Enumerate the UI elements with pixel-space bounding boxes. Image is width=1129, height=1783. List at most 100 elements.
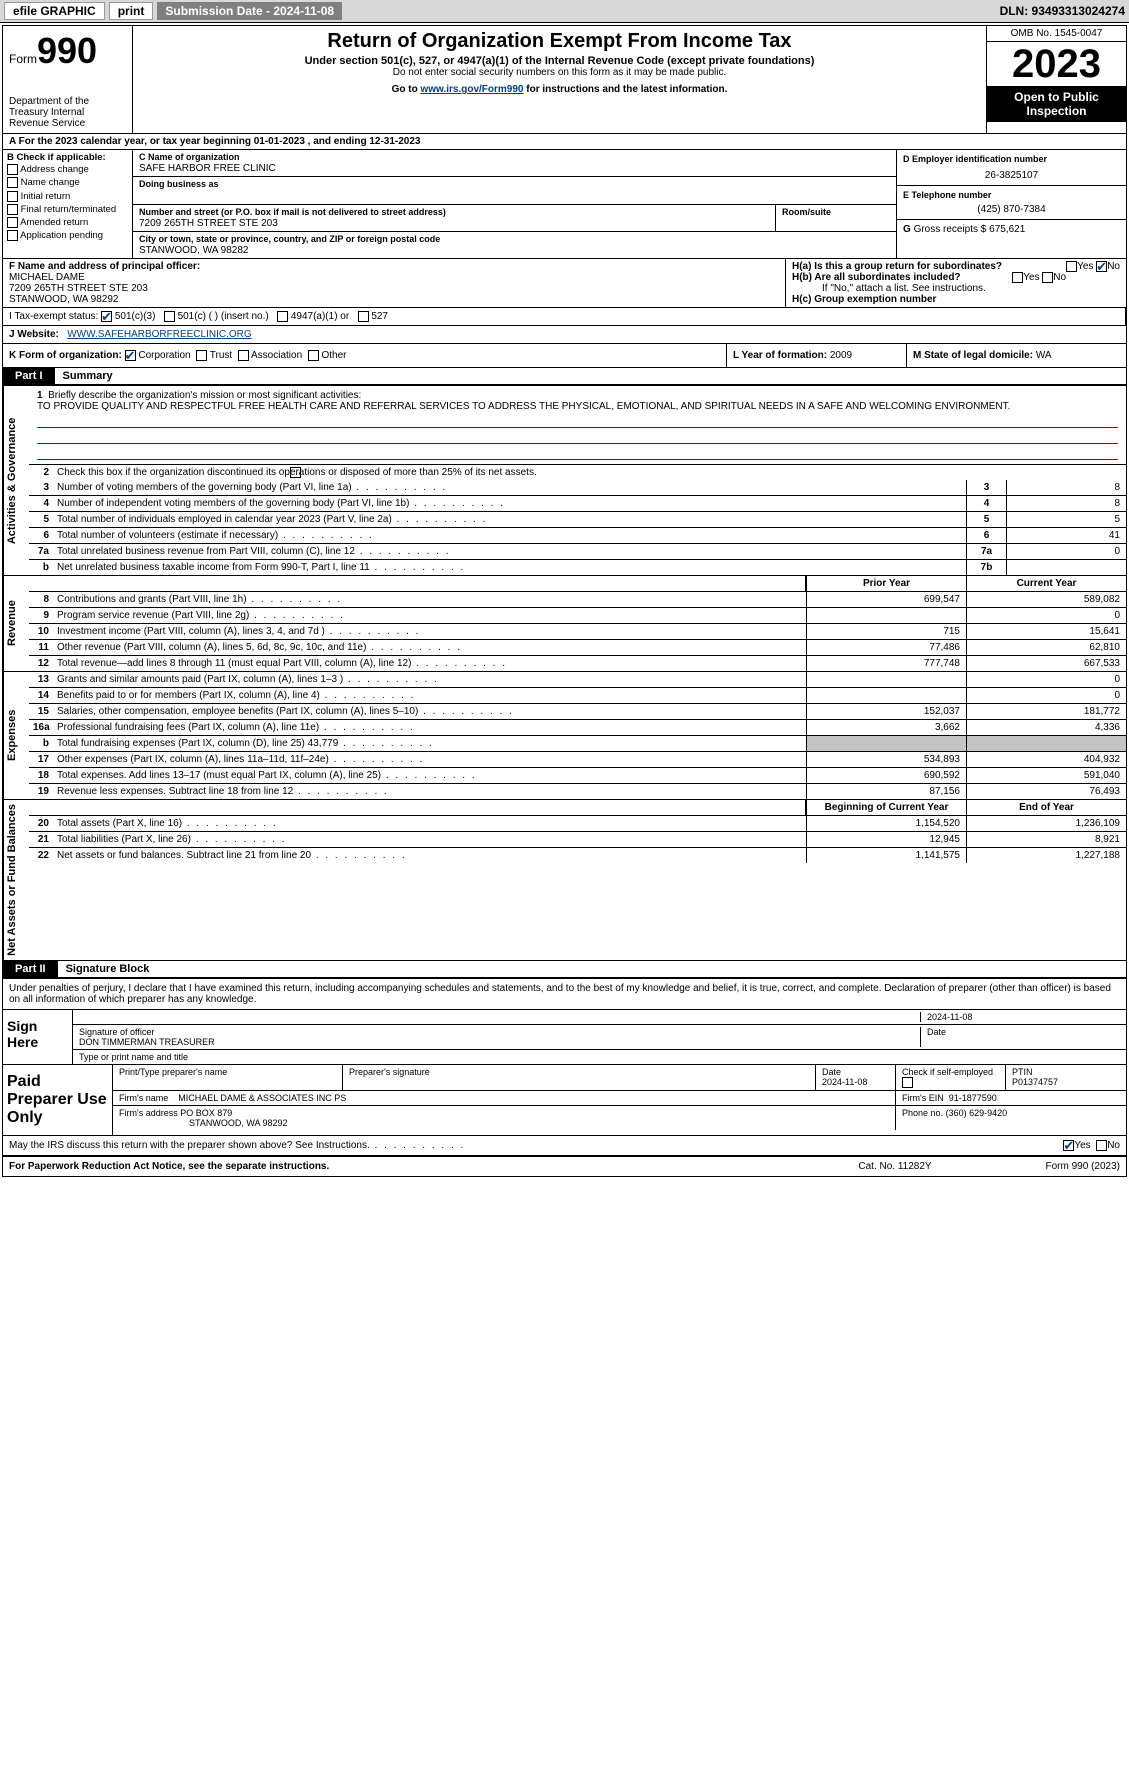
firm-phone: (360) 629-9420 — [946, 1108, 1008, 1118]
discuss-question: May the IRS discuss this return with the… — [9, 1140, 465, 1151]
hb-yes[interactable] — [1012, 272, 1023, 283]
ha-yes[interactable] — [1066, 261, 1077, 272]
form-title: Return of Organization Exempt From Incom… — [139, 30, 980, 53]
summary-row: bTotal fundraising expenses (Part IX, co… — [29, 736, 1126, 752]
cb-501c[interactable] — [164, 311, 175, 322]
cat-no: Cat. No. 11282Y — [820, 1161, 970, 1172]
officer-name: MICHAEL DAME — [9, 272, 85, 283]
checkbox-pending[interactable] — [7, 230, 18, 241]
domicile-state: WA — [1036, 350, 1052, 361]
efile-button[interactable]: efile GRAPHIC — [4, 2, 105, 20]
date-label: Date — [920, 1027, 1120, 1047]
cb-trust[interactable] — [196, 350, 207, 361]
irs-link[interactable]: www.irs.gov/Form990 — [420, 84, 523, 95]
cb-527[interactable] — [358, 311, 369, 322]
preparer-sig-hdr: Preparer's signature — [343, 1065, 816, 1090]
cb-discontinued[interactable] — [290, 467, 301, 478]
form-id-footer: Form 990 (2023) — [970, 1161, 1120, 1172]
submission-date: Submission Date - 2024-11-08 — [157, 2, 342, 20]
mission-q: Briefly describe the organization's miss… — [48, 390, 361, 401]
hb-no[interactable] — [1042, 272, 1053, 283]
part1-title: Summary — [55, 368, 1126, 386]
cb-corp[interactable] — [125, 350, 136, 361]
revenue-section: Revenue Prior Year Current Year 8Contrib… — [3, 576, 1126, 672]
dln-label: DLN: 93493313024274 — [1000, 4, 1125, 18]
summary-row: 19Revenue less expenses. Subtract line 1… — [29, 784, 1126, 799]
discuss-no[interactable] — [1096, 1140, 1107, 1151]
form-990: Form990 Department of the Treasury Inter… — [2, 25, 1127, 1177]
year-block: OMB No. 1545-0047 2023 Open to Public In… — [986, 26, 1126, 133]
form-prefix: Form — [9, 52, 37, 66]
summary-row: 4Number of independent voting members of… — [29, 496, 1126, 512]
sig-officer-label: Signature of officer — [79, 1027, 154, 1037]
section-c: C Name of organization SAFE HARBOR FREE … — [133, 150, 896, 258]
mission-text: TO PROVIDE QUALITY AND RESPECTFUL FREE H… — [37, 401, 1010, 412]
cb-self-employed[interactable] — [902, 1077, 913, 1088]
form-subtitle: Under section 501(c), 527, or 4947(a)(1)… — [139, 55, 980, 67]
prior-year-header: Prior Year — [806, 576, 966, 591]
paid-preparer-label: Paid Preparer Use Only — [3, 1065, 113, 1135]
type-name-label: Type or print name and title — [79, 1052, 1120, 1062]
preparer-name-hdr: Print/Type preparer's name — [113, 1065, 343, 1090]
org-name: SAFE HARBOR FREE CLINIC — [139, 163, 276, 174]
org-name-label: C Name of organization — [139, 152, 240, 162]
current-year-header: Current Year — [966, 576, 1126, 591]
ein-label: D Employer identification number — [903, 154, 1120, 164]
sign-here-block: Sign Here 2024-11-08 Signature of office… — [3, 1010, 1126, 1065]
summary-row: 16aProfessional fundraising fees (Part I… — [29, 720, 1126, 736]
addr-label: Number and street (or P.O. box if mail i… — [139, 207, 446, 217]
year-formation: 2009 — [830, 350, 852, 361]
part1-header: Part I Summary — [3, 368, 1126, 386]
summary-row: 6Total number of volunteers (estimate if… — [29, 528, 1126, 544]
prep-date: 2024-11-08 — [822, 1077, 867, 1087]
summary-row: 13Grants and similar amounts paid (Part … — [29, 672, 1126, 688]
part2-header: Part II Signature Block — [3, 961, 1126, 979]
firm-addr1: PO BOX 879 — [180, 1108, 232, 1118]
note2-prefix: Go to — [392, 84, 421, 95]
summary-row: 15Salaries, other compensation, employee… — [29, 704, 1126, 720]
summary-row: 11Other revenue (Part VIII, column (A), … — [29, 640, 1126, 656]
discuss-row: May the IRS discuss this return with the… — [3, 1136, 1126, 1156]
print-button[interactable]: print — [109, 2, 154, 20]
cb-assoc[interactable] — [238, 350, 249, 361]
city-label: City or town, state or province, country… — [139, 234, 440, 244]
form-id-block: Form990 Department of the Treasury Inter… — [3, 26, 133, 133]
discuss-yes[interactable] — [1063, 1140, 1074, 1151]
cb-other[interactable] — [308, 350, 319, 361]
website-link[interactable]: WWW.SAFEHARBORFREECLINIC.ORG — [67, 329, 251, 340]
summary-row: 10Investment income (Part VIII, column (… — [29, 624, 1126, 640]
checkbox-address-change[interactable] — [7, 164, 18, 175]
summary-row: 7aTotal unrelated business revenue from … — [29, 544, 1126, 560]
cb-4947[interactable] — [277, 311, 288, 322]
officer-addr2: STANWOOD, WA 98292 — [9, 294, 118, 305]
org-info-row: B Check if applicable: Address change Na… — [3, 150, 1126, 259]
row-k-lm: K Form of organization: Corporation Trus… — [3, 344, 1126, 368]
checkbox-final-return[interactable] — [7, 204, 18, 215]
summary-row: 21Total liabilities (Part X, line 26)12,… — [29, 832, 1126, 848]
checkbox-name-change[interactable] — [7, 177, 18, 188]
cb-501c3[interactable] — [101, 311, 112, 322]
jurat-text: Under penalties of perjury, I declare th… — [3, 979, 1126, 1010]
checkbox-amended[interactable] — [7, 217, 18, 228]
summary-row: 9Program service revenue (Part VIII, lin… — [29, 608, 1126, 624]
netassets-section: Net Assets or Fund Balances Beginning of… — [3, 800, 1126, 961]
firm-addr2: STANWOOD, WA 98292 — [189, 1118, 288, 1128]
form-note1: Do not enter social security numbers on … — [139, 67, 980, 78]
checkbox-initial-return[interactable] — [7, 191, 18, 202]
summary-row: 20Total assets (Part X, line 16)1,154,52… — [29, 816, 1126, 832]
officer-label: F Name and address of principal officer: — [9, 261, 200, 272]
top-toolbar: efile GRAPHIC print Submission Date - 20… — [0, 0, 1129, 23]
summary-row: 5Total number of individuals employed in… — [29, 512, 1126, 528]
part2-label: Part II — [3, 961, 58, 979]
open-public-badge: Open to Public Inspection — [987, 86, 1126, 122]
firm-name: MICHAEL DAME & ASSOCIATES INC PS — [178, 1093, 346, 1103]
officer-addr1: 7209 265TH STREET STE 203 — [9, 283, 148, 294]
ha-no[interactable] — [1096, 261, 1107, 272]
omb-number: OMB No. 1545-0047 — [987, 26, 1126, 42]
tax-year: 2023 — [987, 42, 1126, 86]
phone-label: E Telephone number — [903, 190, 1120, 200]
summary-row: 12Total revenue—add lines 8 through 11 (… — [29, 656, 1126, 671]
summary-row: 18Total expenses. Add lines 13–17 (must … — [29, 768, 1126, 784]
firm-ein: 91-1877590 — [949, 1093, 997, 1103]
section-b: B Check if applicable: Address change Na… — [3, 150, 133, 258]
